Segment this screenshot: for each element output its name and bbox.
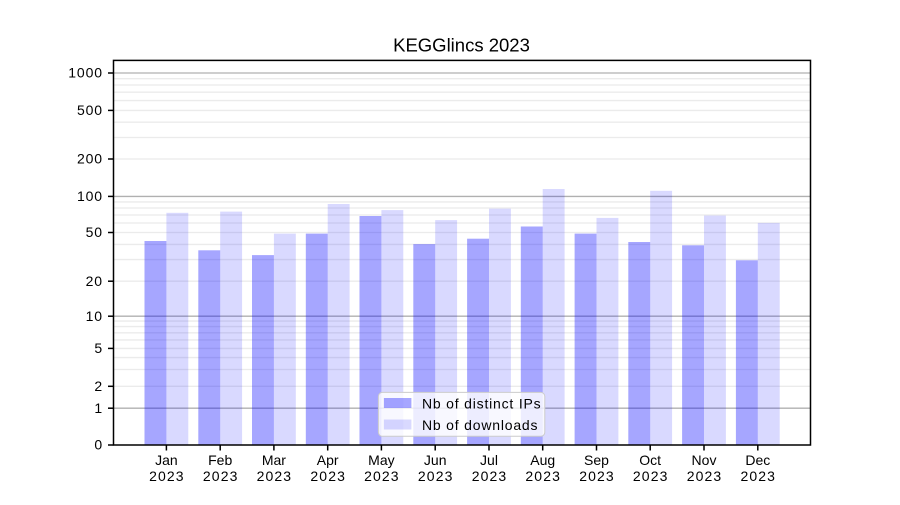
svg-text:2023: 2023 — [472, 468, 508, 484]
svg-text:2023: 2023 — [687, 468, 723, 484]
svg-text:Jun: Jun — [424, 452, 447, 468]
svg-text:2023: 2023 — [364, 468, 400, 484]
svg-text:Nov: Nov — [692, 452, 717, 468]
svg-text:500: 500 — [77, 102, 103, 118]
svg-text:Dec: Dec — [745, 452, 770, 468]
svg-text:Feb: Feb — [208, 452, 232, 468]
svg-text:2023: 2023 — [149, 468, 185, 484]
svg-text:Apr: Apr — [317, 452, 339, 468]
svg-text:Aug: Aug — [530, 452, 555, 468]
svg-text:1: 1 — [94, 400, 103, 416]
svg-text:2023: 2023 — [418, 468, 454, 484]
svg-text:Nb of downloads: Nb of downloads — [422, 417, 538, 433]
svg-text:50: 50 — [86, 224, 103, 240]
svg-text:2023: 2023 — [579, 468, 615, 484]
svg-text:2023: 2023 — [741, 468, 777, 484]
svg-text:Sep: Sep — [584, 452, 609, 468]
svg-text:1000: 1000 — [68, 65, 103, 81]
svg-text:10: 10 — [86, 308, 103, 324]
svg-text:2023: 2023 — [633, 468, 669, 484]
svg-text:2023: 2023 — [203, 468, 239, 484]
svg-text:2023: 2023 — [525, 468, 561, 484]
svg-text:0: 0 — [94, 437, 103, 453]
svg-text:20: 20 — [86, 273, 103, 289]
svg-text:200: 200 — [77, 151, 103, 167]
svg-text:2023: 2023 — [310, 468, 346, 484]
svg-text:Oct: Oct — [639, 452, 661, 468]
svg-text:2: 2 — [94, 378, 103, 394]
svg-text:2023: 2023 — [257, 468, 293, 484]
svg-text:Mar: Mar — [262, 452, 286, 468]
svg-text:5: 5 — [94, 340, 103, 356]
svg-text:Jan: Jan — [155, 452, 178, 468]
svg-text:100: 100 — [77, 188, 103, 204]
svg-text:KEGGlincs 2023: KEGGlincs 2023 — [393, 34, 530, 55]
svg-text:Jul: Jul — [480, 452, 498, 468]
svg-text:Nb of distinct IPs: Nb of distinct IPs — [422, 395, 541, 411]
svg-text:May: May — [368, 452, 394, 468]
